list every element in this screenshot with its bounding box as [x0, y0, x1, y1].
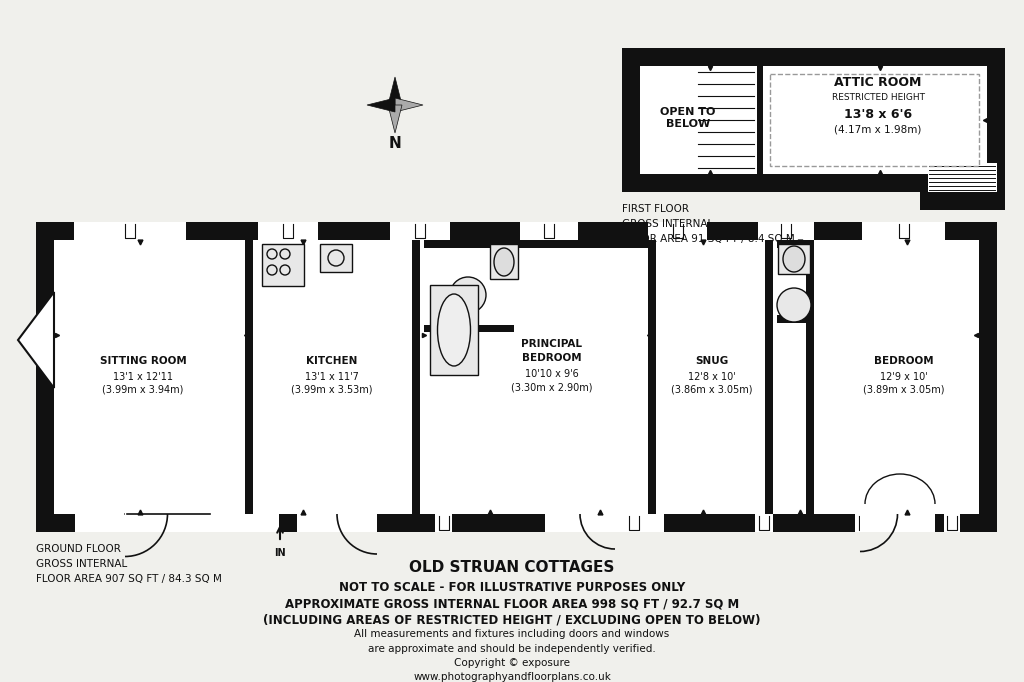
- Text: N: N: [389, 136, 401, 151]
- Text: 13'1 x 11'7: 13'1 x 11'7: [305, 372, 359, 382]
- Polygon shape: [18, 292, 54, 388]
- Ellipse shape: [783, 246, 805, 272]
- Bar: [648, 222, 707, 240]
- Bar: [390, 222, 450, 240]
- Bar: [74, 222, 186, 240]
- Polygon shape: [388, 77, 402, 105]
- Bar: [872, 514, 944, 532]
- Text: (4.17m x 1.98m): (4.17m x 1.98m): [835, 125, 922, 135]
- Bar: [773, 514, 855, 532]
- Bar: [961, 514, 997, 532]
- Bar: [424, 325, 514, 332]
- Text: are approximate and should be independently verified.: are approximate and should be independen…: [368, 644, 656, 653]
- Bar: [279, 514, 435, 532]
- Bar: [777, 240, 810, 248]
- Circle shape: [450, 277, 486, 313]
- Text: PRINCIPAL: PRINCIPAL: [521, 339, 583, 349]
- Bar: [262, 244, 304, 286]
- Bar: [707, 222, 758, 240]
- Bar: [755, 514, 773, 532]
- Bar: [318, 222, 390, 240]
- Text: OPEN TO
BELOW: OPEN TO BELOW: [660, 107, 716, 129]
- Text: OLD STRUAN COTTAGES: OLD STRUAN COTTAGES: [410, 560, 614, 575]
- Text: RESTRICTED HEIGHT: RESTRICTED HEIGHT: [831, 93, 925, 102]
- Text: 13'8 x 6'6: 13'8 x 6'6: [844, 108, 912, 121]
- Bar: [648, 240, 656, 514]
- Text: KITCHEN: KITCHEN: [306, 356, 357, 366]
- Bar: [603, 514, 664, 532]
- Bar: [855, 514, 872, 532]
- Text: 10'10 x 9'6: 10'10 x 9'6: [525, 369, 579, 379]
- Text: 13'1 x 12'11: 13'1 x 12'11: [113, 372, 173, 382]
- Bar: [36, 222, 74, 240]
- Bar: [258, 222, 318, 240]
- Bar: [412, 240, 420, 514]
- Text: NOT TO SCALE - FOR ILLUSTRATIVE PURPOSES ONLY: NOT TO SCALE - FOR ILLUSTRATIVE PURPOSES…: [339, 581, 685, 594]
- Bar: [54, 240, 979, 514]
- Bar: [578, 222, 648, 240]
- Bar: [430, 285, 478, 375]
- Text: (3.86m x 3.05m): (3.86m x 3.05m): [672, 385, 753, 395]
- Polygon shape: [367, 98, 395, 112]
- Text: 12'9 x 10': 12'9 x 10': [880, 372, 928, 382]
- Bar: [245, 240, 253, 514]
- Bar: [765, 240, 773, 514]
- Bar: [944, 514, 961, 532]
- Text: (3.99m x 3.53m): (3.99m x 3.53m): [291, 385, 373, 395]
- Bar: [450, 222, 520, 240]
- Text: FIRST FLOOR
GROSS INTERNAL
FLOOR AREA 91 SQ FT / 8.4 SQ M: FIRST FLOOR GROSS INTERNAL FLOOR AREA 91…: [622, 204, 795, 243]
- Text: IN: IN: [274, 548, 286, 558]
- Text: SITTING ROOM: SITTING ROOM: [99, 356, 186, 366]
- Text: All measurements and fixtures including doors and windows: All measurements and fixtures including …: [354, 629, 670, 639]
- Text: 12'8 x 10': 12'8 x 10': [688, 372, 736, 382]
- Bar: [545, 514, 615, 532]
- Bar: [928, 163, 997, 192]
- Circle shape: [777, 288, 811, 322]
- Polygon shape: [395, 98, 423, 112]
- Text: Copyright © exposure: Copyright © exposure: [454, 658, 570, 668]
- Bar: [125, 514, 210, 532]
- Text: BEDROOM: BEDROOM: [522, 353, 582, 363]
- Bar: [664, 514, 755, 532]
- Bar: [520, 222, 578, 240]
- Text: GROUND FLOOR
GROSS INTERNAL
FLOOR AREA 907 SQ FT / 84.3 SQ M: GROUND FLOOR GROSS INTERNAL FLOOR AREA 9…: [36, 544, 222, 584]
- Text: www.photographyandfloorplans.co.uk: www.photographyandfloorplans.co.uk: [413, 672, 611, 682]
- Bar: [622, 48, 1005, 192]
- Text: (INCLUDING AREAS OF RESTRICTED HEIGHT / EXCLUDING OPEN TO BELOW): (INCLUDING AREAS OF RESTRICTED HEIGHT / …: [263, 613, 761, 626]
- Text: ATTIC ROOM: ATTIC ROOM: [835, 76, 922, 89]
- Text: BEDROOM: BEDROOM: [874, 356, 934, 366]
- Bar: [945, 222, 997, 240]
- Text: (3.99m x 3.94m): (3.99m x 3.94m): [102, 385, 183, 395]
- Bar: [36, 514, 75, 532]
- Text: (3.89m x 3.05m): (3.89m x 3.05m): [863, 385, 945, 395]
- Bar: [758, 222, 814, 240]
- Bar: [424, 240, 652, 248]
- Bar: [435, 514, 452, 532]
- Bar: [297, 514, 377, 532]
- Bar: [490, 244, 518, 279]
- Ellipse shape: [437, 294, 470, 366]
- Bar: [920, 155, 1005, 210]
- Polygon shape: [388, 105, 402, 133]
- Bar: [36, 222, 997, 532]
- Bar: [75, 514, 279, 532]
- Bar: [777, 315, 810, 323]
- Bar: [862, 222, 945, 240]
- Bar: [814, 222, 862, 240]
- Bar: [319, 244, 352, 272]
- Bar: [186, 222, 258, 240]
- Bar: [640, 66, 987, 174]
- Text: (3.30m x 2.90m): (3.30m x 2.90m): [511, 382, 593, 392]
- Bar: [860, 514, 935, 532]
- Text: SNUG: SNUG: [695, 356, 729, 366]
- Bar: [806, 240, 814, 514]
- Ellipse shape: [494, 248, 514, 276]
- Bar: [770, 74, 979, 166]
- Text: APPROXIMATE GROSS INTERNAL FLOOR AREA 998 SQ FT / 92.7 SQ M: APPROXIMATE GROSS INTERNAL FLOOR AREA 99…: [285, 597, 739, 610]
- Bar: [778, 244, 810, 274]
- Bar: [757, 66, 763, 174]
- Bar: [452, 514, 603, 532]
